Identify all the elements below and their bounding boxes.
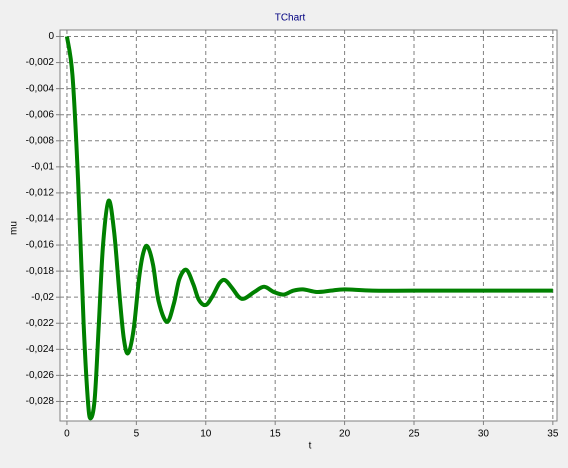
y-tick-label: -0,016 (26, 240, 55, 251)
x-tick-label: 20 (339, 429, 351, 440)
y-tick-label: -0,022 (26, 318, 55, 329)
plot-area (59, 29, 558, 422)
x-tick-label: 35 (547, 429, 559, 440)
y-tick-label: -0,012 (26, 188, 55, 199)
y-tick-label: -0,01 (31, 161, 54, 172)
x-axis-label: t (309, 441, 312, 452)
x-tick-label: 5 (134, 429, 140, 440)
x-tick-label: 25 (408, 429, 420, 440)
y-axis-label: mu (9, 221, 20, 235)
y-tick-label: -0,006 (26, 109, 55, 120)
y-tick-label: -0,002 (26, 57, 55, 68)
y-tick-label: -0,024 (26, 344, 55, 355)
y-tick-label: -0,014 (26, 214, 55, 225)
y-tick-label: -0,026 (26, 370, 55, 381)
y-tick-label: -0,018 (26, 266, 55, 277)
y-tick-label: -0,028 (26, 396, 55, 407)
y-tick-label: -0,008 (26, 135, 55, 146)
chart-title: TChart (275, 13, 306, 24)
x-tick-label: 30 (478, 429, 490, 440)
x-tick-label: 0 (64, 429, 70, 440)
y-tick-label: 0 (48, 31, 54, 42)
data-line (64, 36, 553, 421)
x-tick-label: 15 (270, 429, 282, 440)
y-tick-label: -0,02 (31, 292, 54, 303)
x-tick-label: 10 (200, 429, 212, 440)
y-tick-label: -0,004 (26, 83, 55, 94)
